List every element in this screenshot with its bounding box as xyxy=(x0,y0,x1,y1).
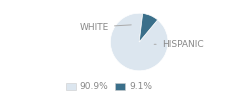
Wedge shape xyxy=(139,13,158,42)
Text: WHITE: WHITE xyxy=(80,22,131,32)
Wedge shape xyxy=(110,13,168,71)
Text: HISPANIC: HISPANIC xyxy=(154,40,203,49)
Legend: 90.9%, 9.1%: 90.9%, 9.1% xyxy=(62,79,156,95)
